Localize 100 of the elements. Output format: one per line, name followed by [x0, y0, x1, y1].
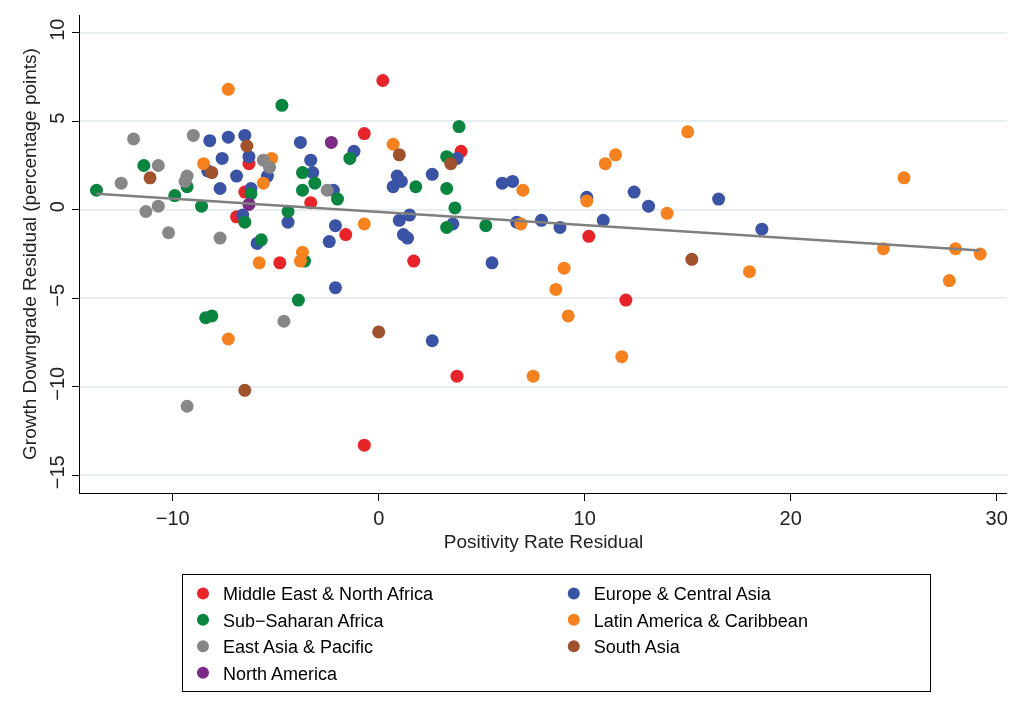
point: [215, 151, 229, 165]
point: [409, 180, 423, 194]
y-tick-label: 0: [46, 201, 68, 213]
point: [580, 194, 594, 208]
point: [582, 229, 596, 243]
y-tick-label: 5: [46, 112, 68, 124]
point: [277, 314, 291, 328]
point: [407, 254, 421, 268]
point: [627, 185, 641, 199]
point: [755, 222, 769, 236]
x-tick-label: 10: [573, 507, 596, 529]
point: [339, 228, 353, 242]
point: [221, 130, 235, 144]
point: [151, 158, 165, 172]
point: [230, 169, 244, 183]
y-tick-label: −15: [46, 455, 68, 490]
point: [452, 120, 466, 134]
point: [619, 293, 633, 307]
point: [308, 176, 322, 190]
point: [295, 183, 309, 197]
point: [376, 74, 390, 87]
point: [440, 220, 454, 234]
point: [205, 309, 219, 323]
point: [127, 132, 141, 146]
point: [328, 281, 342, 295]
point: [139, 205, 153, 218]
point: [897, 171, 911, 185]
point: [238, 215, 252, 229]
point: [712, 192, 726, 206]
point: [642, 199, 656, 213]
point: [386, 137, 400, 151]
x-tick-label: 20: [779, 507, 802, 529]
point: [213, 182, 227, 195]
point: [392, 148, 406, 162]
point: [440, 182, 454, 195]
point: [557, 261, 571, 275]
point: [213, 231, 227, 245]
point: [304, 153, 318, 167]
point: [205, 166, 219, 180]
point: [444, 157, 458, 171]
legend-label: Europe & Central Asia: [593, 584, 772, 605]
point: [256, 176, 270, 190]
point: [320, 183, 334, 197]
legend-label: South Asia: [593, 637, 681, 658]
point: [221, 332, 235, 346]
x-tick-label: 0: [373, 507, 385, 529]
point: [291, 293, 305, 307]
point: [526, 369, 540, 383]
point: [942, 274, 956, 288]
point: [322, 235, 336, 249]
y-axis-title: Growth Downgrade Residual (percentage points): [18, 48, 40, 460]
point: [295, 166, 309, 180]
point: [357, 217, 371, 231]
point: [186, 128, 200, 142]
legend-label: Latin America & Caribbean: [593, 610, 808, 631]
point: [293, 135, 307, 149]
point: [242, 150, 256, 164]
point: [238, 383, 252, 397]
point: [254, 233, 268, 247]
point: [331, 192, 344, 206]
point: [401, 231, 415, 245]
x-tick-label: 30: [985, 507, 1008, 529]
point: [516, 183, 530, 197]
point: [425, 167, 439, 181]
point: [252, 256, 266, 270]
y-tick-label: −10: [46, 366, 68, 401]
point: [238, 128, 252, 142]
point: [450, 369, 464, 383]
point: [180, 399, 194, 413]
x-tick-label: −10: [155, 507, 190, 529]
point: [386, 180, 400, 194]
point: [549, 282, 563, 296]
point: [598, 157, 612, 171]
point: [137, 158, 151, 172]
x-axis-title: Positivity Rate Residual: [443, 530, 644, 552]
point: [343, 151, 357, 165]
y-tick-label: −5: [46, 283, 68, 307]
point: [240, 139, 254, 153]
point: [263, 160, 277, 174]
point: [178, 174, 192, 188]
point: [485, 256, 499, 270]
point: [357, 438, 371, 452]
point: [162, 226, 176, 240]
point: [89, 183, 103, 197]
point: [357, 127, 371, 141]
legend-label: Middle East & North Africa: [222, 584, 435, 605]
point: [275, 98, 289, 112]
point: [448, 201, 462, 215]
point: [372, 325, 386, 339]
point: [197, 157, 211, 171]
point: [273, 256, 287, 270]
point: [328, 219, 342, 233]
legend-label: East Asia & Pacific: [222, 637, 374, 658]
point: [479, 219, 493, 233]
point: [609, 148, 623, 162]
point: [324, 135, 338, 149]
point: [151, 199, 165, 213]
point: [615, 350, 629, 364]
point: [660, 206, 674, 220]
point: [143, 171, 157, 185]
